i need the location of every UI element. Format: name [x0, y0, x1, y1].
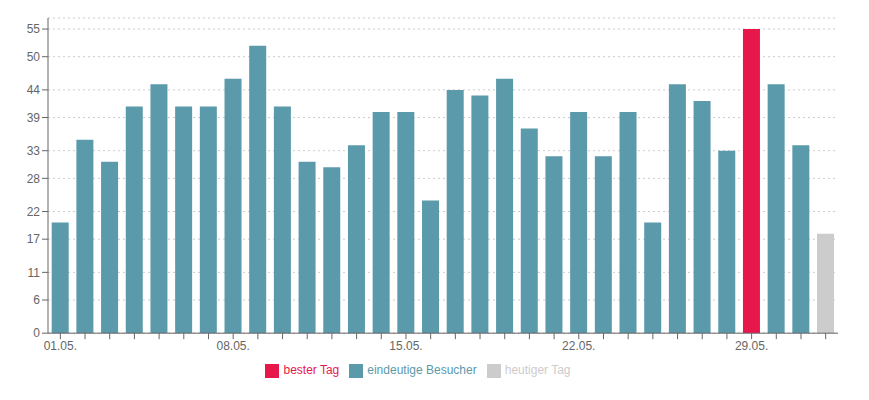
svg-text:22.05.: 22.05. — [562, 339, 595, 353]
svg-text:55: 55 — [27, 22, 41, 36]
svg-text:29.05.: 29.05. — [735, 339, 768, 353]
svg-text:01.05.: 01.05. — [44, 339, 77, 353]
svg-text:33: 33 — [27, 144, 41, 158]
svg-text:11: 11 — [28, 266, 41, 280]
svg-text:15.05.: 15.05. — [389, 339, 422, 353]
svg-text:28: 28 — [27, 172, 41, 186]
svg-text:0: 0 — [33, 326, 40, 340]
html-text:eindeutige Besucher: eindeutige Besucher — [367, 363, 477, 378]
html-text:heutiger Tag: heutiger Tag — [504, 363, 571, 378]
svg-text:50: 50 — [27, 50, 41, 64]
html-text:bester Tag: bester Tag — [283, 363, 340, 378]
svg-text:39: 39 — [27, 111, 41, 125]
svg-text:17: 17 — [27, 232, 41, 246]
svg-text:6: 6 — [33, 293, 40, 307]
svg-text:22: 22 — [27, 205, 41, 219]
svg-text:08.05.: 08.05. — [216, 339, 249, 353]
svg-text:44: 44 — [27, 83, 41, 97]
